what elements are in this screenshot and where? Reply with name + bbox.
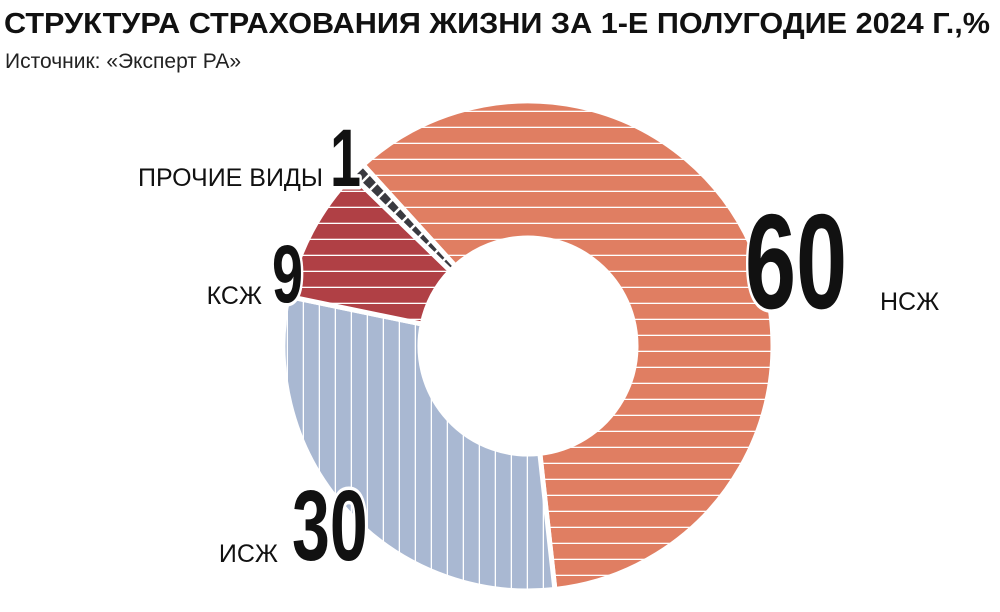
category-label: ИСЖ	[219, 540, 278, 568]
value-label: 60	[745, 188, 847, 338]
category-label: ПРОЧИЕ ВИДЫ	[138, 164, 323, 192]
chart-subtitle: Источник: «Эксперт РА»	[5, 50, 241, 73]
category-label: НСЖ	[880, 288, 939, 316]
donut-slice	[280, 293, 558, 594]
value-label: 9	[272, 228, 303, 319]
donut-slice	[359, 98, 776, 593]
donut-slice	[348, 161, 459, 275]
value-label: 1	[330, 112, 361, 203]
value-label: 30	[292, 471, 368, 582]
chart-title: СТРУКТУРА СТРАХОВАНИЯ ЖИЗНИ ЗА 1-Е ПОЛУГ…	[4, 8, 990, 40]
category-label: КСЖ	[207, 282, 262, 310]
